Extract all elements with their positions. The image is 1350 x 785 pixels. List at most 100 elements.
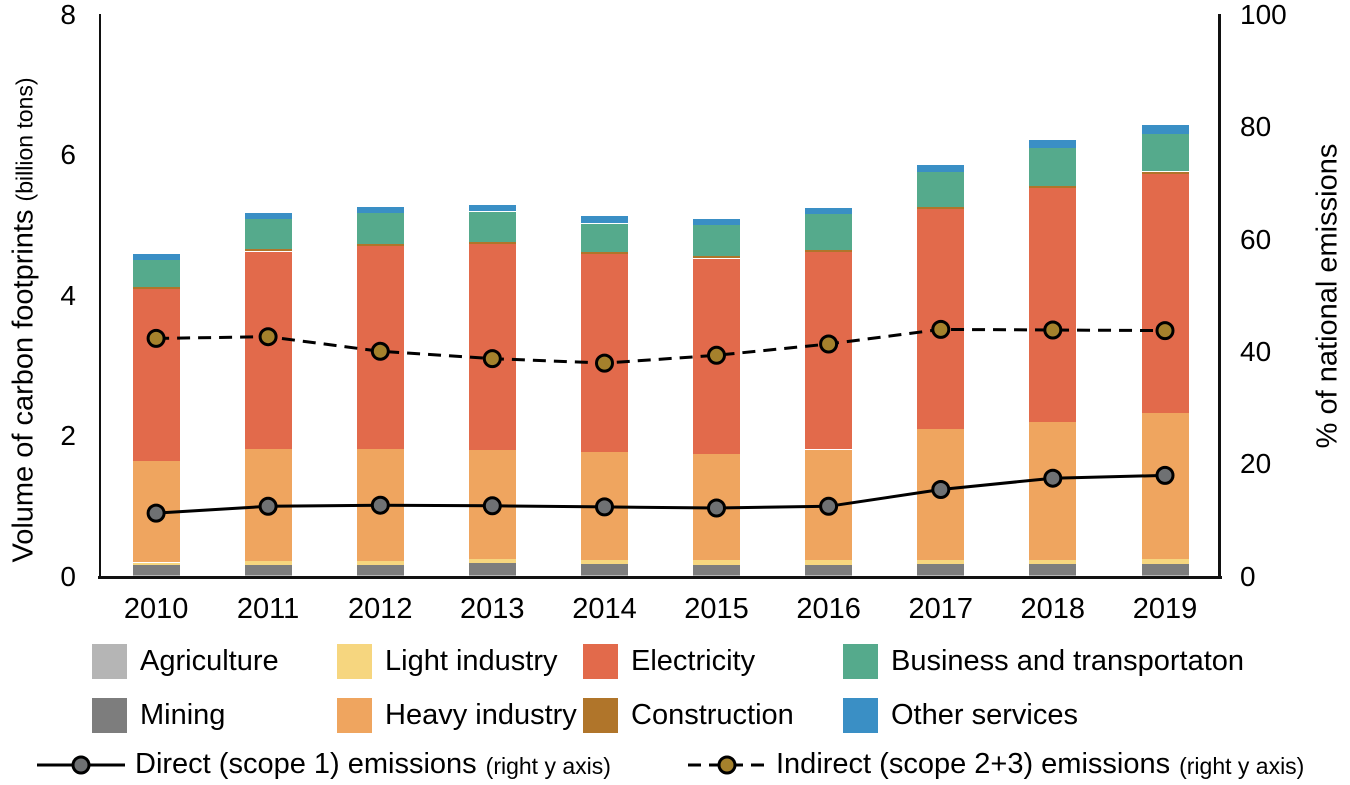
indirect-line-sample-icon	[688, 755, 766, 774]
bar-2015-construction	[693, 256, 740, 259]
bar-2019-electricity	[1141, 173, 1189, 413]
legend-label-business-and-transportaton: Business and transportaton	[891, 645, 1245, 677]
marker-indirect-scope-2-3-emissions-2018	[1043, 320, 1063, 340]
left-axis-line	[98, 14, 101, 578]
bar-2010-business-and-transportaton	[132, 260, 180, 287]
legend-item-other-services: Other services	[843, 698, 1078, 733]
x-tick-2019: 2019	[1132, 593, 1198, 625]
bar-2014-agriculture	[581, 575, 628, 577]
marker-indirect-scope-2-3-emissions-2011	[258, 327, 278, 347]
left-tick-2: 2	[60, 420, 76, 452]
indirect-marker-icon	[717, 755, 737, 774]
marker-direct-scope-1-emissions-2014	[595, 497, 614, 517]
bar-2019-agriculture	[1141, 575, 1189, 577]
bar-2018-other-services	[1029, 139, 1077, 148]
bar-2010-other-services	[132, 254, 180, 260]
legend-item-light-industry: Light industry	[337, 644, 558, 679]
marker-direct-scope-1-emissions-2015	[707, 498, 726, 518]
legend-item-direct: Direct (scope 1) emissions (right y axis…	[35, 748, 611, 781]
marker-direct-scope-1-emissions-2011	[258, 496, 278, 516]
bar-2011-business-and-transportaton	[244, 219, 292, 250]
bar-2019-mining	[1141, 563, 1189, 576]
legend-item-construction: Construction	[583, 698, 794, 733]
bar-2018-construction	[1029, 185, 1077, 188]
bar-2012-other-services	[356, 206, 404, 213]
bar-2015-agriculture	[693, 575, 740, 577]
bar-2011-light-industry	[244, 561, 292, 565]
bar-2014-light-industry	[581, 559, 628, 564]
right-tick-0: 0	[1240, 560, 1256, 592]
x-tick-2013: 2013	[460, 593, 525, 625]
marker-indirect-scope-2-3-emissions-2013	[482, 349, 502, 369]
legend-swatch-other-services-icon	[843, 698, 878, 733]
right-axis-title: % of national emissions	[1311, 143, 1344, 449]
bar-2010-electricity	[132, 288, 180, 462]
bar-2013-mining	[468, 563, 516, 576]
right-tick-80: 80	[1240, 111, 1272, 143]
bar-2011-electricity	[244, 251, 292, 449]
bar-2010-construction	[132, 286, 180, 289]
bar-2012-construction	[356, 243, 404, 246]
bar-2011-construction	[244, 249, 292, 252]
legend-swatch-heavy-industry-icon	[337, 698, 372, 733]
legend-label-other-services: Other services	[891, 699, 1078, 731]
bar-2015-business-and-transportaton	[693, 224, 740, 257]
legend-swatch-business-and-transportaton-icon	[843, 644, 878, 679]
legend-item-heavy-industry: Heavy industry	[337, 698, 577, 733]
bar-2018-electricity	[1029, 187, 1077, 423]
bar-2017-construction	[917, 206, 965, 209]
bar-2011-agriculture	[244, 575, 292, 577]
legend-swatch-agriculture-icon	[92, 644, 127, 679]
marker-indirect-scope-2-3-emissions-2012	[370, 341, 390, 361]
legend-item-agriculture: Agriculture	[92, 644, 279, 679]
marker-indirect-scope-2-3-emissions-2010	[146, 328, 166, 348]
bar-2019-construction	[1141, 171, 1189, 174]
bar-2012-mining	[356, 564, 404, 576]
bar-2017-business-and-transportaton	[917, 172, 965, 207]
legend-label-indirect: Indirect (scope 2+3) emissions	[776, 748, 1171, 780]
legend-swatch-light-industry-icon	[337, 644, 372, 679]
bar-2016-agriculture	[805, 575, 853, 577]
legend-item-electricity: Electricity	[583, 644, 755, 679]
bottom-axis-line	[98, 576, 1222, 579]
bar-2013-electricity	[468, 243, 516, 451]
bar-2017-electricity	[917, 208, 965, 430]
bar-2013-other-services	[468, 205, 516, 212]
legend-note-indirect: (right y axis)	[1179, 753, 1305, 779]
bar-2019-business-and-transportaton	[1141, 133, 1189, 172]
bar-2019-heavy-industry	[1141, 413, 1189, 559]
right-axis-line	[1218, 14, 1221, 578]
right-tick-60: 60	[1240, 223, 1272, 255]
line-direct-scope-1-emissions	[156, 473, 1166, 515]
bar-2010-agriculture	[132, 575, 180, 577]
right-tick-40: 40	[1240, 335, 1272, 367]
bar-2017-other-services	[917, 165, 965, 173]
bar-2014-construction	[581, 252, 628, 255]
bar-2016-light-industry	[805, 560, 853, 565]
direct-line-sample-icon	[37, 755, 125, 774]
bar-legend-row: Mining Heavy industry Construction Other se…	[0, 694, 1350, 748]
legend-label-direct: Direct (scope 1) emissions	[135, 748, 477, 780]
bar-legend: Agriculture Light industry Electricity Busi…	[0, 640, 1350, 748]
legend-item-mining: Mining	[92, 698, 225, 733]
bar-2010-light-industry	[132, 562, 180, 566]
bar-2012-agriculture	[356, 575, 404, 577]
marker-direct-scope-1-emissions-2018	[1043, 468, 1063, 488]
bar-2016-other-services	[805, 208, 853, 215]
x-tick-2015: 2015	[684, 593, 749, 625]
x-tick-2011: 2011	[236, 593, 300, 625]
legend-label-light-industry: Light industry	[385, 645, 558, 677]
marker-indirect-scope-2-3-emissions-2016	[819, 334, 839, 354]
left-axis-title-text: Volume of carbon footprints	[7, 209, 40, 563]
legend-swatch-mining-icon	[92, 698, 127, 733]
marker-direct-scope-1-emissions-2017	[931, 480, 951, 499]
bar-2018-heavy-industry	[1029, 422, 1077, 560]
bar-2013-agriculture	[468, 575, 516, 577]
bar-2010-mining	[132, 565, 180, 576]
bar-2018-mining	[1029, 563, 1077, 576]
marker-indirect-scope-2-3-emissions-2015	[707, 345, 726, 365]
bar-2011-other-services	[244, 212, 292, 220]
legend-label-electricity: Electricity	[631, 645, 756, 677]
